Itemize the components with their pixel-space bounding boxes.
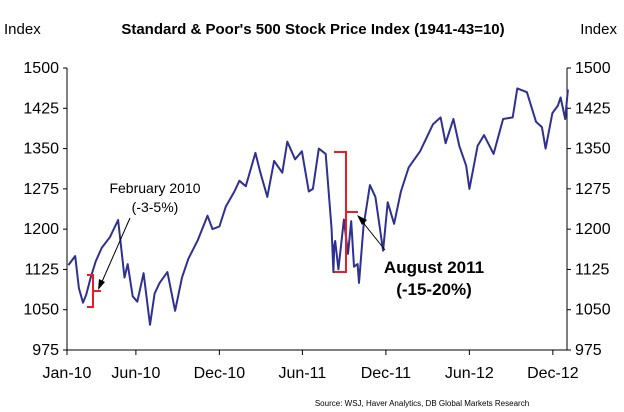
left-axis-label: Index [4, 21, 41, 38]
sp500-series-line [67, 87, 569, 326]
x-tick-labels: Jan-10 Jun-10 Dec-10 Jun-11 Dec-11 Jun-12 Dec-… [43, 365, 579, 382]
source-note: Source: WSJ, Haver Analytics, DB Global … [315, 399, 529, 408]
aug-2011-label: August 2011 [384, 258, 484, 277]
left-y-tick-label: 1425 [23, 100, 59, 117]
aug-2011-arrow-head [357, 215, 367, 225]
right-y-tick-label: 1425 [575, 100, 611, 117]
left-y-tick-label: 1125 [25, 261, 60, 278]
right-y-tick-labels: 975 1050 1125 1200 1275 1350 1425 1500 [575, 60, 611, 359]
feb-2010-arrow-line [100, 217, 131, 285]
annotation-aug-2011: August 2011 (-15-20%) [334, 151, 484, 299]
left-y-tick-label: 1500 [23, 60, 59, 77]
aug-2011-sublabel: (-15-20%) [396, 280, 472, 299]
right-y-tick-label: 975 [575, 342, 602, 359]
annotation-feb-2010: February 2010 (-3-5%) [87, 180, 201, 308]
aug-2011-bracket [334, 151, 358, 273]
left-y-tick-label: 1050 [23, 302, 59, 319]
left-y-tick-label: 1350 [23, 141, 59, 158]
x-tick-label: Jun-10 [111, 365, 160, 382]
feb-2010-label: February 2010 [109, 180, 200, 196]
left-y-tick-label: 1275 [23, 181, 59, 198]
left-y-tick-label: 975 [32, 342, 59, 359]
feb-2010-bracket [87, 274, 101, 308]
x-tick-label: Jan-10 [43, 365, 92, 382]
right-y-tick-label: 1200 [575, 221, 611, 238]
x-tick-label: Jun-12 [445, 365, 494, 382]
right-y-tick-label: 1275 [575, 181, 611, 198]
chart-title: Standard & Poor's 500 Stock Price Index … [121, 21, 504, 38]
right-axis-label: Index [580, 21, 617, 38]
left-y-tick-label: 1200 [23, 221, 59, 238]
right-y-tick-label: 1125 [575, 261, 610, 278]
x-tick-label: Dec-11 [361, 365, 411, 382]
axes [63, 67, 571, 355]
feb-2010-sublabel: (-3-5%) [132, 199, 179, 215]
left-y-tick-labels: 975 1050 1125 1200 1275 1350 1425 1500 [23, 60, 59, 359]
right-y-tick-label: 1350 [575, 141, 611, 158]
x-tick-label: Dec-12 [527, 365, 579, 382]
x-tick-label: Dec-10 [194, 365, 246, 382]
aug-2011-arrow-line [360, 219, 386, 251]
right-y-tick-label: 1050 [575, 302, 611, 319]
feb-2010-arrow-head [98, 279, 105, 290]
x-tick-label: Jun-11 [279, 365, 327, 382]
right-y-tick-label: 1500 [575, 60, 611, 77]
